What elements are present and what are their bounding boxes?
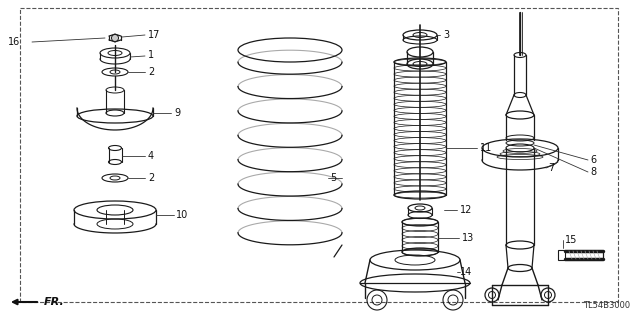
Text: 2: 2 — [148, 67, 154, 77]
Text: 2: 2 — [148, 173, 154, 183]
Text: 9: 9 — [174, 108, 180, 118]
Text: 14: 14 — [460, 267, 472, 277]
Text: 5: 5 — [330, 173, 336, 183]
Text: 4: 4 — [148, 151, 154, 161]
Text: 17: 17 — [148, 30, 161, 40]
Text: 3: 3 — [443, 30, 449, 40]
Text: 7: 7 — [548, 163, 554, 173]
Text: 10: 10 — [176, 210, 188, 220]
Text: 8: 8 — [590, 167, 596, 177]
Text: 13: 13 — [462, 233, 474, 243]
Text: 11: 11 — [480, 143, 492, 153]
Text: 12: 12 — [460, 205, 472, 215]
Text: 15: 15 — [565, 235, 577, 245]
Bar — [558, 250, 565, 260]
Circle shape — [111, 34, 118, 41]
Text: TL54B3000: TL54B3000 — [583, 301, 630, 310]
Text: FR.: FR. — [44, 297, 65, 307]
Text: 16: 16 — [8, 37, 20, 47]
Text: 6: 6 — [590, 155, 596, 165]
Text: 1: 1 — [148, 50, 154, 60]
